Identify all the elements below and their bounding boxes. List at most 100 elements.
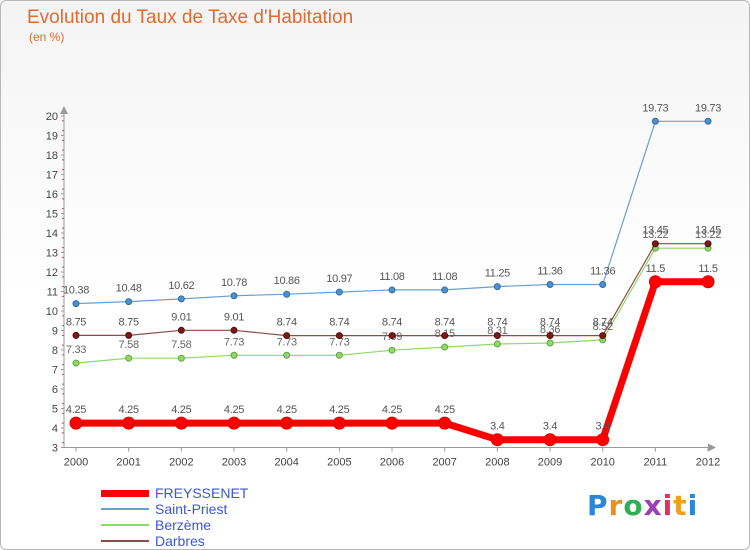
data-label-darbres: 8.74 [540,317,560,329]
legend-label: FREYSSENET [155,485,249,501]
data-point-berz-me [125,354,133,362]
data-label-darbres: 9.01 [224,311,244,323]
data-label-saint-priest: 11.08 [432,271,457,283]
data-label-freyssenet: 4.25 [329,404,349,416]
data-point-darbres [651,240,659,248]
data-point-freyssenet [332,416,346,430]
data-point-darbres [283,332,291,340]
data-point-berz-me [230,351,238,359]
x-tick-label: 2011 [644,457,668,469]
x-tick-label: 2007 [432,457,456,469]
data-label-darbres: 8.74 [382,317,402,329]
data-point-berz-me [335,351,343,359]
x-tick-label: 2002 [169,457,193,469]
data-label-berz-me: 7.73 [224,336,244,348]
data-point-darbres [230,326,238,334]
logo-letter: i [687,489,699,522]
x-tick-label: 2005 [327,457,351,469]
y-tick-label: 18 [46,150,58,162]
data-point-freyssenet [280,416,294,430]
x-tick-label: 2003 [222,457,246,469]
chart-unit: (en %) [29,30,65,44]
data-label-freyssenet: 11.5 [698,263,718,275]
data-label-saint-priest: 10.97 [326,273,352,285]
data-point-freyssenet [122,416,136,430]
data-label-berz-me: 7.58 [171,339,191,351]
data-label-saint-priest: 19.73 [642,102,668,114]
y-tick-label: 4 [52,423,58,435]
data-point-darbres [493,332,501,340]
y-tick-label: 17 [46,170,58,182]
legend-label: Darbres [155,533,205,549]
y-tick-label: 15 [46,209,58,221]
legend-label: Berzème [155,517,212,533]
x-tick-label: 2006 [380,457,404,469]
data-label-darbres: 8.75 [119,316,139,328]
data-point-berz-me [283,351,291,359]
y-tick-label: 11 [47,287,58,299]
data-label-berz-me: 7.73 [329,336,349,348]
data-label-freyssenet: 4.25 [66,404,86,416]
data-label-berz-me: 8.36 [540,324,560,336]
data-label-darbres: 9.01 [171,311,191,323]
data-label-freyssenet: 4.25 [224,404,244,416]
data-point-saint-priest [177,295,185,303]
data-point-berz-me [493,340,501,348]
data-point-freyssenet [69,416,83,430]
y-tick-label: 5 [52,404,58,416]
y-tick-label: 13 [46,248,58,260]
data-label-saint-priest: 10.38 [63,285,89,297]
y-tick-label: 9 [52,326,58,338]
x-tick-label: 2008 [485,457,509,469]
x-tick-label: 2012 [696,457,720,469]
data-label-berz-me: 7.58 [119,339,139,351]
proxiti-logo: Proxiti [587,489,698,522]
data-point-darbres [72,331,80,339]
data-label-berz-me: 7.33 [66,344,86,356]
y-tick-label: 10 [46,306,58,318]
y-axis-arrow-icon [60,106,68,114]
x-tick-label: 2010 [590,457,614,469]
data-label-saint-priest: 11.36 [537,265,562,277]
data-point-darbres [599,332,607,340]
data-label-berz-me: 8.31 [487,325,507,337]
logo-letter: i [662,489,674,522]
data-point-freyssenet [438,416,452,430]
data-label-saint-priest: 10.62 [168,280,194,292]
data-point-freyssenet [648,275,662,289]
data-point-darbres [335,332,343,340]
data-point-freyssenet [543,433,557,447]
data-point-saint-priest [493,283,501,291]
data-point-saint-priest [125,298,133,306]
data-label-freyssenet: 4.25 [277,404,297,416]
data-label-berz-me: 7.73 [277,336,297,348]
y-tick-label: 19 [46,131,58,143]
data-label-freyssenet: 11.5 [646,263,666,275]
data-label-berz-me: 13.22 [695,229,721,241]
logo-letter: r [608,489,624,522]
logo-letter: o [623,489,644,522]
y-tick-label: 6 [52,384,58,396]
data-label-berz-me: 8.52 [593,321,613,333]
x-tick-label: 2004 [274,457,298,469]
data-label-freyssenet: 4.25 [435,404,455,416]
data-label-darbres: 8.74 [593,317,613,329]
data-point-berz-me [177,354,185,362]
data-label-saint-priest: 11.08 [379,271,404,283]
y-tick-label: 8 [52,345,58,357]
legend-swatch [101,508,149,510]
data-point-freyssenet [701,275,715,289]
data-label-saint-priest: 10.48 [116,283,142,295]
data-label-freyssenet: 4.25 [382,404,402,416]
data-label-freyssenet: 3.4 [490,421,505,433]
logo-letter: x [643,489,663,522]
data-label-freyssenet: 3.4 [543,421,558,433]
y-tick-label: 16 [46,189,58,201]
data-label-freyssenet: 3.4 [595,421,610,433]
data-point-darbres [546,332,554,340]
y-tick-label: 12 [46,267,58,279]
legend-swatch [101,489,149,497]
data-point-saint-priest [546,280,554,288]
